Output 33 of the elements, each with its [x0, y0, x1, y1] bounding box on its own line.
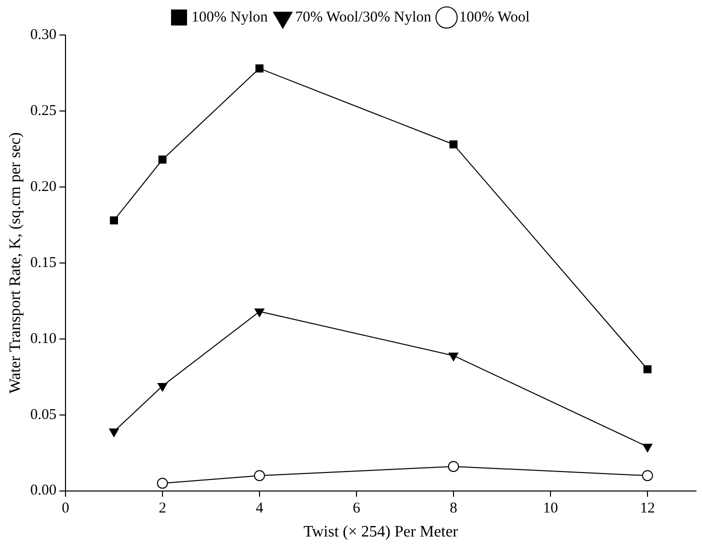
y-tick-label: 0.10	[30, 330, 56, 347]
y-tick-label: 0.15	[30, 254, 56, 271]
point	[156, 478, 168, 489]
point	[448, 352, 458, 362]
y-tick-label: 0.00	[30, 482, 56, 499]
point	[158, 156, 166, 164]
legend-label: 70% Wool/30% Nylon	[295, 9, 432, 26]
y-tick-label: 0.30	[30, 26, 56, 43]
point	[449, 140, 458, 148]
point	[448, 460, 459, 472]
x-tick-label: 2	[158, 500, 166, 517]
point	[109, 428, 119, 438]
y-tick-label: 0.25	[30, 102, 56, 119]
y-tick-label: 0.05	[30, 406, 56, 423]
point	[158, 382, 168, 392]
x-tick-label: 12	[640, 500, 655, 517]
point	[254, 308, 264, 318]
x-axis-title: Twist (× 254) Per Meter	[303, 524, 459, 541]
point	[255, 64, 264, 72]
point	[642, 444, 652, 452]
point	[110, 216, 118, 224]
y-axis-title: Water Transport Rate, K, (sq.cm per sec)	[6, 132, 24, 394]
legend-label: 100% Wool	[459, 9, 530, 26]
x-tick-label: 10	[542, 500, 558, 517]
point	[254, 470, 265, 482]
point	[643, 365, 652, 374]
x-tick-label: 0	[62, 500, 70, 517]
x-tick-label: 4	[256, 500, 264, 517]
x-tick-label: 8	[450, 500, 458, 517]
legend-label: 100% Nylon	[192, 9, 268, 26]
x-tick-label: 6	[352, 500, 361, 517]
point	[642, 470, 653, 482]
y-tick-label: 0.20	[30, 178, 56, 195]
